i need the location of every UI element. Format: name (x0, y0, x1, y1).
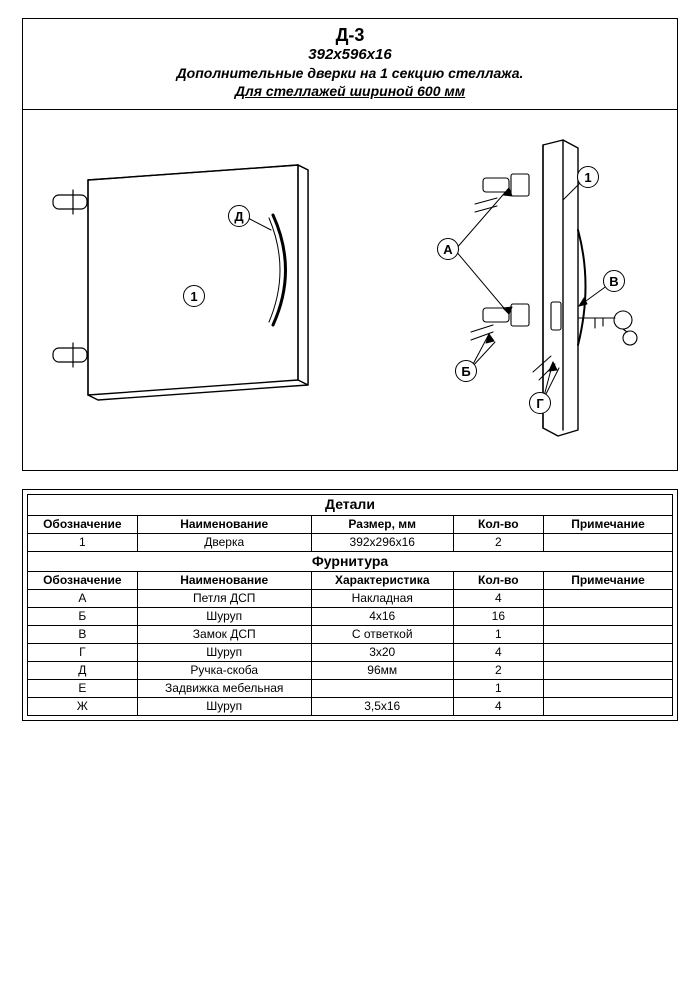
table-cell: 4 (453, 644, 543, 662)
table-header-cell: Примечание (543, 515, 672, 533)
table-row: ЖШуруп3,5х164 (28, 698, 673, 716)
table-section-cell: Детали (28, 495, 673, 516)
table-row: ГШуруп3х204 (28, 644, 673, 662)
spec-table: ДеталиОбозначениеНаименованиеРазмер, ммК… (27, 494, 673, 716)
table-header-cell: Обозначение (28, 515, 138, 533)
table-cell (543, 698, 672, 716)
table-cell: 1 (453, 626, 543, 644)
table-cell: Петля ДСП (137, 590, 311, 608)
spec-sheet-frame: Д-3 392х596х16 Дополнительные дверки на … (22, 18, 678, 471)
table-header-cell: Размер, мм (311, 515, 453, 533)
table-row: ВЗамок ДСПС ответкой1 (28, 626, 673, 644)
table-row: Детали (28, 495, 673, 516)
table-header-cell: Характеристика (311, 572, 453, 590)
table-cell: С ответкой (311, 626, 453, 644)
dimensions: 392х596х16 (31, 46, 669, 63)
table-cell: Шуруп (137, 608, 311, 626)
callout-screw-g: Г (529, 392, 551, 414)
table-row: 1Дверка392х296х162 (28, 533, 673, 551)
table-section-cell: Фурнитура (28, 551, 673, 572)
table-cell: Д (28, 662, 138, 680)
table-cell: 1 (453, 680, 543, 698)
table-row: Фурнитура (28, 551, 673, 572)
table-cell: Ручка-скоба (137, 662, 311, 680)
table-cell: В (28, 626, 138, 644)
table-cell: 16 (453, 608, 543, 626)
table-header-cell: Кол-во (453, 515, 543, 533)
tables-block: ДеталиОбозначениеНаименованиеРазмер, ммК… (22, 489, 678, 721)
subtitle: Для стеллажей шириной 600 мм (31, 83, 669, 99)
table-cell (543, 590, 672, 608)
table-cell: Шуруп (137, 644, 311, 662)
callout-hinge: А (437, 238, 459, 260)
table-cell: 2 (453, 662, 543, 680)
table-cell (543, 626, 672, 644)
table-row: ДРучка-скоба96мм2 (28, 662, 673, 680)
table-row: АПетля ДСПНакладная4 (28, 590, 673, 608)
table-header-cell: Кол-во (453, 572, 543, 590)
table-cell: Е (28, 680, 138, 698)
callout-lock: В (603, 270, 625, 292)
table-cell: Задвижка мебельная (137, 680, 311, 698)
table-header-cell: Наименование (137, 572, 311, 590)
callout-front-panel: 1 (183, 285, 205, 307)
callout-rear-panel: 1 (577, 166, 599, 188)
table-cell: Ж (28, 698, 138, 716)
table-cell: 3х20 (311, 644, 453, 662)
table-header-cell: Примечание (543, 572, 672, 590)
table-cell (543, 680, 672, 698)
description: Дополнительные дверки на 1 секцию стелла… (31, 65, 669, 81)
table-cell: 4х16 (311, 608, 453, 626)
table-cell: Замок ДСП (137, 626, 311, 644)
table-header-cell: Наименование (137, 515, 311, 533)
table-cell: Б (28, 608, 138, 626)
table-cell: Г (28, 644, 138, 662)
table-cell (311, 680, 453, 698)
table-cell: Дверка (137, 533, 311, 551)
table-cell: 392х296х16 (311, 533, 453, 551)
table-row: БШуруп4х1616 (28, 608, 673, 626)
table-cell: Накладная (311, 590, 453, 608)
drawing-area: Д 1 1 А В Б Г (23, 110, 677, 470)
assembly-drawing (23, 110, 677, 470)
table-cell (543, 644, 672, 662)
table-cell (543, 533, 672, 551)
table-row: ОбозначениеНаименованиеХарактеристикаКол… (28, 572, 673, 590)
table-cell: 3,5х16 (311, 698, 453, 716)
model-title: Д-3 (31, 25, 669, 46)
table-cell: 96мм (311, 662, 453, 680)
table-cell: 2 (453, 533, 543, 551)
table-row: ОбозначениеНаименованиеРазмер, ммКол-воП… (28, 515, 673, 533)
callout-handle: Д (228, 205, 250, 227)
table-cell: А (28, 590, 138, 608)
header-block: Д-3 392х596х16 Дополнительные дверки на … (23, 19, 677, 110)
table-cell (543, 608, 672, 626)
table-cell: Шуруп (137, 698, 311, 716)
table-row: ЕЗадвижка мебельная 1 (28, 680, 673, 698)
table-cell: 4 (453, 698, 543, 716)
callout-screw-b: Б (455, 360, 477, 382)
table-cell (543, 662, 672, 680)
table-header-cell: Обозначение (28, 572, 138, 590)
table-cell: 4 (453, 590, 543, 608)
table-cell: 1 (28, 533, 138, 551)
